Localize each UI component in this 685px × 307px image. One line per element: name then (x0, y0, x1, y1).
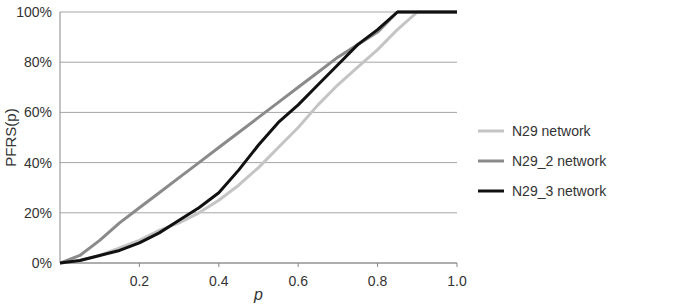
x-tick-label: 0.4 (209, 273, 229, 289)
y-tick-label: 40% (24, 155, 52, 171)
series-line (60, 12, 457, 263)
chart: 0% 20% 40% 60% 80% 100% 0.2 0.4 0.6 0.8 1.0 p PFRS(p… (0, 0, 685, 307)
x-axis-title: p (253, 286, 263, 303)
grid-line (60, 212, 457, 213)
grid-line (60, 62, 457, 63)
x-tick-label: 0.2 (130, 273, 150, 289)
y-tick-label: 100% (16, 4, 52, 20)
x-tick-label: 0.6 (288, 273, 308, 289)
y-axis-title: PFRS(p) (2, 108, 19, 166)
x-tick (298, 263, 299, 267)
y-tick-label: 20% (24, 205, 52, 221)
legend-swatch (478, 130, 504, 133)
legend-label: N29_3 network (512, 183, 607, 199)
y-tick-label: 0% (32, 255, 52, 271)
x-axis (60, 263, 457, 264)
y-tick-label: 60% (24, 104, 52, 120)
legend-label: N29_2 network (512, 153, 607, 169)
grid-line (60, 112, 457, 113)
plot-lines (60, 12, 457, 263)
x-tick (377, 263, 378, 267)
x-tick-label: 0.8 (368, 273, 388, 289)
grid-line (60, 162, 457, 163)
x-tick (218, 263, 219, 267)
legend-swatch (478, 190, 504, 193)
x-tick (139, 263, 140, 267)
legend-swatch (478, 160, 504, 163)
y-tick-label: 80% (24, 54, 52, 70)
series-line (60, 12, 457, 263)
series-line (60, 12, 457, 263)
grid-line (60, 263, 457, 264)
x-tick-label: 1.0 (447, 273, 467, 289)
legend-label: N29 network (512, 123, 592, 139)
y-axis (60, 12, 61, 263)
x-tick (457, 263, 458, 267)
